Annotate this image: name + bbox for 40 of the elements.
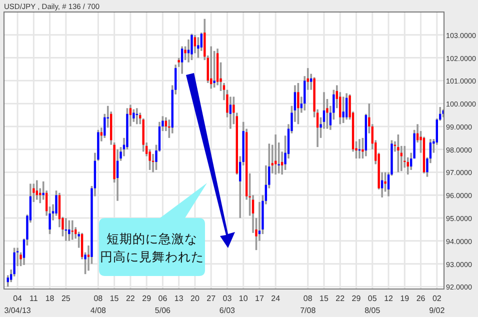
x-tick-label: 08 7/08 bbox=[300, 294, 316, 315]
x-tick-label: 05 8/05 bbox=[364, 294, 381, 315]
x-tick-label: 24 bbox=[271, 294, 281, 303]
x-tick-label: 08 4/08 bbox=[90, 294, 107, 315]
candlestick bbox=[197, 36, 200, 59]
x-tick-label: 04 3/04/13 bbox=[4, 294, 32, 315]
x-tick-label: 02 9/02 bbox=[429, 294, 446, 315]
candlestick bbox=[71, 219, 74, 241]
candlestick bbox=[180, 45, 184, 75]
candlestick bbox=[397, 134, 400, 174]
candlestick bbox=[342, 96, 344, 124]
x-tick-label: 19 bbox=[400, 294, 410, 303]
x-tick-label: 25 bbox=[61, 294, 71, 303]
annotation: 短期的に急激な bbox=[106, 232, 198, 246]
x-tick-label: 17 bbox=[255, 294, 264, 303]
candlestick bbox=[194, 34, 196, 54]
x-tick-label: 20 bbox=[190, 294, 200, 303]
x-tick-label: 10 bbox=[238, 294, 248, 303]
candlestick bbox=[36, 179, 38, 201]
x-tick-label: 15 bbox=[110, 294, 120, 303]
candlestick bbox=[345, 92, 348, 120]
candlestick bbox=[68, 219, 70, 242]
x-tick-label: 22 bbox=[126, 294, 136, 303]
x-tick-label: 22 bbox=[336, 294, 346, 303]
candlestick bbox=[213, 50, 216, 88]
candlestick bbox=[190, 32, 193, 61]
x-tick-label: 29 bbox=[352, 294, 362, 303]
x-tick-label: 27 bbox=[206, 294, 216, 303]
x-tick-label: 15 bbox=[320, 294, 329, 303]
candlestick bbox=[297, 82, 300, 126]
x-tick-label: 18 bbox=[45, 294, 55, 303]
annotation: 円高に見舞われた bbox=[100, 249, 204, 264]
x-tick-label: 06 5/06 bbox=[154, 294, 172, 315]
x-tick-label: 12 bbox=[384, 294, 394, 303]
x-tick-label: 29 bbox=[142, 294, 152, 303]
x-tick-label: 26 bbox=[416, 294, 426, 303]
x-tick-label: 11 bbox=[30, 294, 38, 303]
x-tick-label: 03 6/03 bbox=[219, 294, 236, 315]
x-tick-label: 13 bbox=[174, 294, 184, 303]
candlestick bbox=[132, 108, 135, 123]
